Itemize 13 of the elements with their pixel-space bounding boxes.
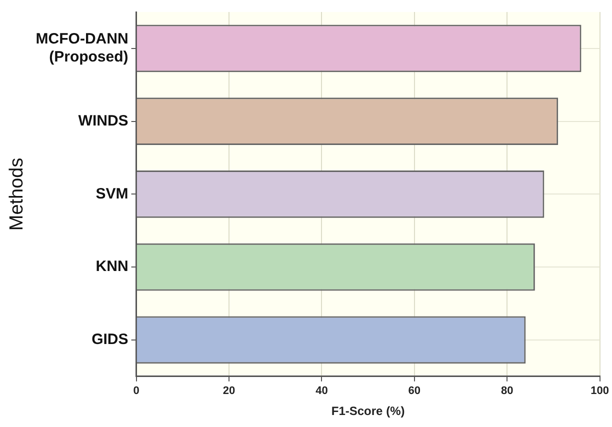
x-tick-label: 60 <box>408 385 421 398</box>
x-axis-title: F1-Score (%) <box>331 404 405 418</box>
y-tick-label: GIDS <box>92 331 128 348</box>
y-tick-label: SVM <box>96 185 128 202</box>
y-tick-label: MCFO-DANN (Proposed) <box>36 30 128 66</box>
x-tick-label: 0 <box>133 385 140 398</box>
x-tick-label: 20 <box>222 385 236 398</box>
x-tick-label: 40 <box>316 385 328 398</box>
y-tick-label: KNN <box>96 258 128 276</box>
y-axis-title: Methods <box>6 158 28 231</box>
y-tick-label: WINDS <box>78 112 128 130</box>
x-tick-label: 80 <box>500 385 514 398</box>
x-tick-label: 100 <box>590 385 610 398</box>
